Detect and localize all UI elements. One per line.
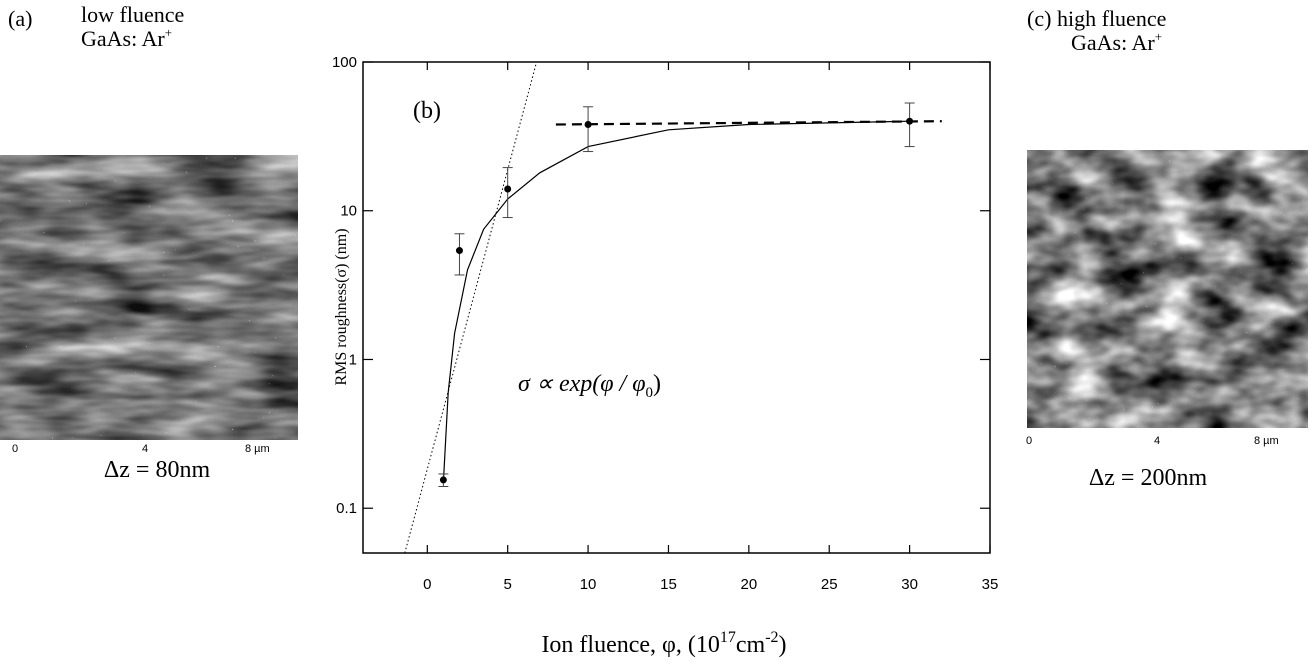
- data-point: [906, 117, 914, 125]
- plot-frame: [362, 61, 991, 554]
- x-tick-label: 10: [580, 576, 597, 593]
- afm-image: [1027, 150, 1308, 428]
- scale-label: 0: [1026, 435, 1032, 447]
- scale-label: 0: [12, 443, 18, 455]
- dz-label: Δz = 200nm: [1089, 465, 1208, 491]
- y-tick-label: 0.1: [336, 500, 357, 517]
- x-label-sup: 17: [720, 629, 736, 646]
- y-tick-label: 100: [332, 54, 357, 71]
- x-axis-label: Ion fluence, φ, (1017cm-2): [541, 629, 786, 658]
- dz-label: Δz = 80nm: [104, 457, 211, 483]
- material: GaAs: Ar: [1071, 30, 1155, 55]
- x-label-sup: -2: [765, 629, 778, 646]
- afm-dots: [0, 155, 298, 440]
- panel-title: low fluence: [81, 2, 184, 27]
- y-tick-label: 10: [340, 203, 357, 220]
- panel-title: high fluence: [1057, 6, 1166, 31]
- x-tick-label: 35: [982, 576, 999, 593]
- curve: [555, 120, 942, 126]
- y-axis-label: RMS roughness(σ) (nm): [333, 228, 350, 385]
- curve: [442, 120, 910, 483]
- data-point: [584, 121, 592, 129]
- data-point: [504, 185, 512, 193]
- x-tick-label: 25: [821, 576, 838, 593]
- panel-tag: (c): [1027, 6, 1051, 31]
- scale-label: 4: [142, 443, 148, 455]
- formula-main: σ ∝ exp(φ / φ: [518, 371, 646, 397]
- x-tick-label: 20: [741, 576, 758, 593]
- data-point: [455, 247, 463, 255]
- x-label-part: ): [779, 632, 787, 658]
- x-tick-label: 30: [901, 576, 918, 593]
- ion-charge: +: [165, 25, 172, 40]
- scale-label: 4: [1154, 435, 1160, 447]
- formula: σ ∝ exp(φ / φ0): [518, 371, 661, 401]
- material: GaAs: Ar: [81, 26, 165, 51]
- x-tick-label: 0: [423, 576, 431, 593]
- y-tick-label: 1: [349, 351, 357, 368]
- scale-label: 8 µm: [1254, 435, 1279, 447]
- ion-charge: +: [1155, 29, 1162, 44]
- panel-material: GaAs: Ar+: [1071, 29, 1162, 55]
- formula-end: ): [653, 371, 661, 397]
- afm-dots: [1027, 150, 1308, 428]
- panel-tag: (a): [8, 6, 32, 31]
- panel-material: GaAs: Ar+: [81, 25, 172, 51]
- afm-image: [0, 155, 298, 440]
- scale-label: 8 µm: [245, 443, 270, 455]
- x-tick-label: 15: [660, 576, 677, 593]
- curve: [404, 61, 538, 554]
- formula-sub: 0: [646, 385, 654, 401]
- x-label-part: Ion fluence, φ, (10: [541, 632, 719, 658]
- x-label-part: cm: [736, 632, 766, 658]
- panel-tag: (b): [413, 98, 441, 124]
- chart: RMS roughness(σ) (nm) Ion fluence, φ, (1…: [332, 54, 998, 658]
- data-point: [439, 476, 447, 484]
- x-tick-label: 5: [504, 576, 512, 593]
